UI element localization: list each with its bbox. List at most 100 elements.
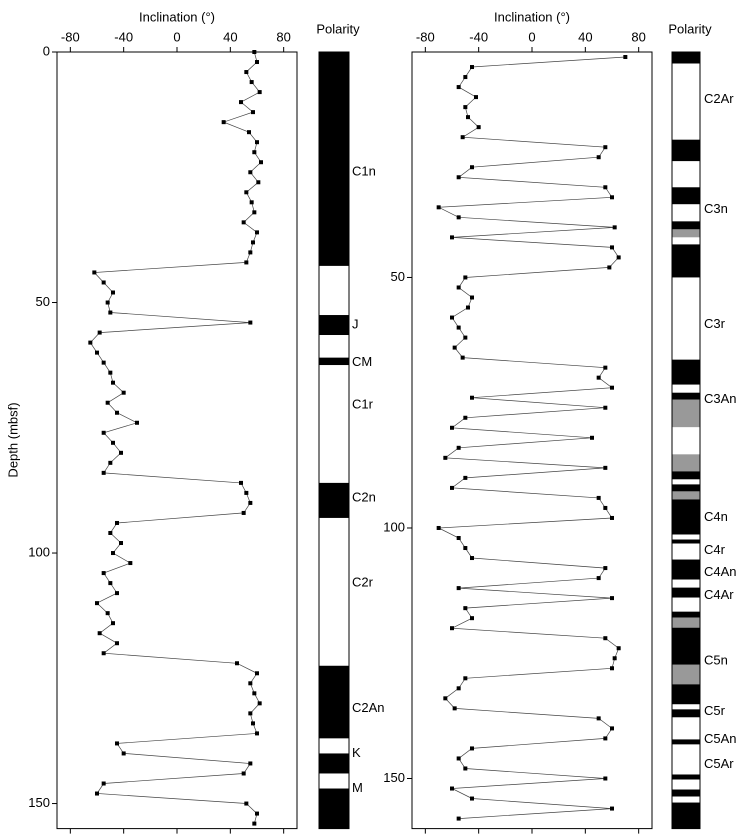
data-point — [239, 100, 243, 105]
polarity-zone — [672, 399, 700, 428]
chron-label: C2Ar — [704, 91, 734, 106]
y-tick-label: 100 — [383, 519, 405, 534]
data-point — [463, 606, 468, 611]
data-point — [456, 586, 461, 591]
data-point — [610, 666, 614, 671]
chron-label: C4n — [704, 509, 728, 524]
y-tick-label: 150 — [28, 795, 50, 810]
data-point — [119, 450, 123, 455]
polarity-zone — [672, 796, 700, 803]
polarity-zone — [319, 52, 349, 266]
data-point — [443, 696, 448, 701]
polarity-zone — [319, 665, 349, 739]
y-tick-label: 50 — [391, 269, 405, 284]
data-point — [612, 656, 617, 661]
data-point — [616, 646, 621, 651]
data-point — [248, 500, 253, 505]
polarity-zone — [319, 753, 349, 774]
polarity-zone — [672, 454, 700, 472]
data-point — [105, 300, 110, 305]
polarity-zone — [672, 221, 700, 230]
x-tick-label: -80 — [61, 29, 80, 44]
data-point — [607, 265, 612, 270]
polarity-zone — [672, 704, 700, 710]
data-line — [89, 51, 262, 824]
data-point — [436, 205, 441, 210]
data-point — [463, 415, 468, 420]
data-point — [111, 380, 115, 385]
x-tick-label: -80 — [416, 29, 435, 44]
data-point — [436, 525, 441, 530]
data-point — [88, 340, 93, 345]
data-point — [255, 731, 259, 736]
data-point — [596, 495, 601, 500]
data-point — [470, 165, 474, 170]
data-point — [610, 515, 614, 520]
data-point — [259, 160, 263, 165]
data-point — [128, 561, 133, 566]
polarity-zone — [672, 427, 700, 455]
data-point — [111, 440, 115, 445]
data-point — [470, 616, 474, 621]
polarity-zone — [672, 717, 700, 740]
data-point — [466, 115, 470, 120]
y-tick-label: 50 — [36, 294, 50, 309]
data-point — [450, 485, 454, 490]
data-point — [603, 405, 608, 410]
data-point — [221, 120, 226, 125]
data-point — [456, 285, 461, 290]
data-point — [252, 821, 257, 826]
polarity-zone — [672, 161, 700, 188]
polarity-zone — [672, 187, 700, 205]
polarity-zone — [319, 482, 349, 518]
polarity-zone — [672, 559, 700, 580]
polarity-zone — [672, 611, 700, 618]
data-point — [251, 721, 255, 726]
data-point — [252, 150, 257, 155]
data-point — [450, 786, 454, 791]
data-point — [101, 360, 106, 365]
polarity-zone — [672, 684, 700, 705]
x-tick-label: -40 — [469, 29, 488, 44]
data-point — [255, 140, 259, 145]
data-point — [456, 445, 461, 450]
data-line — [437, 56, 626, 819]
plot-frame — [411, 51, 653, 830]
polarity-zone — [672, 779, 700, 790]
data-point — [255, 60, 259, 65]
polarity-title: Polarity — [316, 21, 360, 36]
data-point — [135, 420, 139, 425]
chron-label: C4r — [704, 542, 726, 557]
data-point — [460, 355, 465, 360]
data-point — [248, 711, 253, 716]
polarity-zone — [672, 484, 700, 492]
data-point — [251, 110, 255, 115]
data-point — [474, 95, 478, 100]
plot-frame — [56, 51, 298, 830]
data-point — [108, 370, 113, 375]
y-axis-title: Depth (mbsf) — [5, 402, 20, 477]
data-point — [239, 480, 243, 485]
data-point — [115, 410, 119, 415]
data-point — [603, 465, 608, 470]
polarity-zone — [672, 744, 700, 775]
data-point — [241, 220, 246, 225]
data-point — [252, 691, 257, 696]
data-point — [256, 180, 261, 185]
data-point — [603, 185, 608, 190]
polarity-zone — [672, 534, 700, 540]
polarity-frame — [318, 51, 350, 830]
data-point — [450, 315, 454, 320]
polarity-zone — [672, 587, 700, 598]
data-point — [101, 470, 106, 475]
data-point — [244, 70, 249, 75]
polarity-zone — [672, 471, 700, 480]
data-point — [257, 701, 262, 706]
chron-label: M — [352, 780, 363, 795]
data-point — [463, 105, 468, 110]
polarity-zone — [672, 384, 700, 393]
polarity-zone — [672, 627, 700, 665]
data-point — [456, 536, 461, 541]
x-tick-label: 0 — [173, 29, 180, 44]
data-point — [603, 776, 608, 781]
